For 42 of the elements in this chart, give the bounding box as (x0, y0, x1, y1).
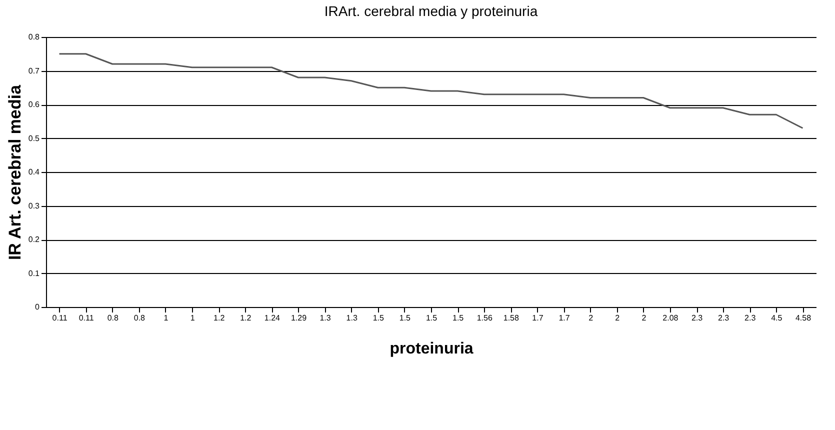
y-tick-label: 0.8 (28, 32, 40, 42)
y-tick-label: 0.5 (28, 134, 40, 143)
y-tick-label: 0.2 (28, 235, 40, 244)
x-tick-label: 1.7 (558, 314, 570, 322)
x-tick-label: 0.11 (78, 314, 94, 322)
x-tick-label: 2.3 (718, 314, 730, 322)
x-tick-label: 1.5 (452, 314, 464, 322)
x-axis-title: proteinuria (390, 340, 474, 358)
y-tick-label: 0.1 (28, 268, 40, 278)
x-tick-label: 2.08 (662, 314, 679, 322)
x-tick-label: 1.5 (399, 314, 412, 322)
x-tick-label: 1.29 (290, 314, 308, 322)
x-tick-label: 2 (642, 314, 647, 322)
x-tick-label: 1.3 (320, 314, 332, 322)
y-tick-label: 0.4 (28, 168, 40, 176)
x-tick-label: 0.8 (107, 314, 119, 322)
x-tick-label: 1.7 (532, 314, 544, 322)
x-tick-label: 2.3 (744, 314, 756, 322)
x-tick-label: 1.3 (346, 314, 358, 322)
x-tick-label: 1 (164, 314, 169, 322)
x-tick-label: 2.3 (691, 314, 704, 322)
x-tick-label: 1.2 (240, 314, 252, 322)
x-tick-label: 1.2 (214, 314, 226, 322)
x-tick-label: 4.5 (771, 314, 783, 322)
x-tick-label: 1.24 (264, 314, 281, 322)
x-tick-label: 1.5 (372, 314, 385, 322)
x-tick-label: 1.5 (426, 314, 438, 322)
x-tick-label: 1.58 (503, 314, 520, 322)
y-tick-label: 0.3 (28, 201, 40, 210)
y-axis-title: IR Art. cerebral media (5, 84, 24, 260)
x-tick-label: 0.11 (52, 314, 68, 322)
y-tick-label: 0.6 (28, 100, 40, 109)
x-tick-label: 1 (190, 314, 196, 322)
x-tick-label: 4.58 (795, 314, 812, 322)
y-tick-label: 0.7 (28, 66, 40, 76)
x-tick-label: 1.56 (476, 314, 493, 322)
y-tick-label: 0 (35, 302, 40, 312)
x-tick-label: 0.8 (134, 314, 146, 322)
line-series (58, 53, 804, 129)
x-tick-label: 2 (615, 314, 620, 322)
chart-title: IRArt. cerebral media y proteinuria (324, 3, 538, 19)
x-tick-label: 2 (588, 314, 594, 322)
